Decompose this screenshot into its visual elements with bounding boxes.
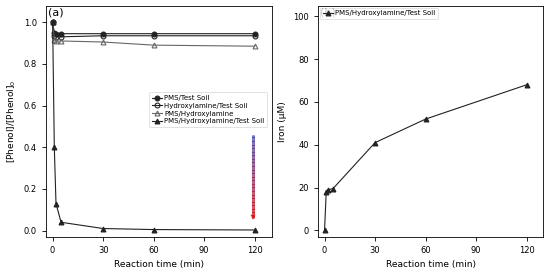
PMS/Hydroxylamine/Test Soil xyxy=(323,190,329,194)
Hydroxylamine/Test Soil xyxy=(51,34,58,37)
Hydroxylamine/Test Soil xyxy=(49,21,56,24)
X-axis label: Reaction time (min): Reaction time (min) xyxy=(114,260,204,270)
PMS/Test Soil xyxy=(251,32,258,35)
PMS/Hydroxylamine/Test Soil xyxy=(49,21,56,24)
PMS/Hydroxylamine/Test Soil xyxy=(53,202,59,205)
Text: (a): (a) xyxy=(48,8,64,18)
PMS/Hydroxylamine/Test Soil xyxy=(150,228,157,231)
Hydroxylamine/Test Soil xyxy=(251,34,258,37)
Line: PMS/Hydroxylamine/Test Soil: PMS/Hydroxylamine/Test Soil xyxy=(322,82,529,233)
PMS/Test Soil xyxy=(53,32,59,35)
PMS/Hydroxylamine xyxy=(251,45,258,48)
PMS/Hydroxylamine/Test Soil xyxy=(51,145,58,149)
PMS/Hydroxylamine/Test Soil xyxy=(523,83,530,86)
PMS/Hydroxylamine xyxy=(100,40,107,44)
PMS/Hydroxylamine xyxy=(150,43,157,47)
Legend: PMS/Hydroxylamine/Test Soil: PMS/Hydroxylamine/Test Soil xyxy=(320,8,438,19)
Hydroxylamine/Test Soil xyxy=(150,34,157,37)
PMS/Hydroxylamine xyxy=(53,39,59,43)
PMS/Hydroxylamine/Test Soil xyxy=(329,187,336,190)
X-axis label: Reaction time (min): Reaction time (min) xyxy=(385,260,475,270)
Y-axis label: [Phenol]/[Phenol]$_0$: [Phenol]/[Phenol]$_0$ xyxy=(5,79,18,163)
PMS/Hydroxylamine/Test Soil xyxy=(58,221,64,224)
PMS/Hydroxylamine/Test Soil xyxy=(372,141,378,144)
PMS/Hydroxylamine xyxy=(58,39,64,43)
Hydroxylamine/Test Soil xyxy=(58,35,64,39)
Hydroxylamine/Test Soil xyxy=(100,34,107,37)
PMS/Hydroxylamine/Test Soil xyxy=(324,188,331,191)
Line: PMS/Test Soil: PMS/Test Soil xyxy=(50,20,257,36)
Line: Hydroxylamine/Test Soil: Hydroxylamine/Test Soil xyxy=(50,20,257,39)
PMS/Hydroxylamine/Test Soil xyxy=(321,229,328,232)
PMS/Test Soil xyxy=(49,21,56,24)
PMS/Test Soil xyxy=(150,32,157,35)
Y-axis label: Iron (μM): Iron (μM) xyxy=(278,101,288,142)
Line: PMS/Hydroxylamine/Test Soil: PMS/Hydroxylamine/Test Soil xyxy=(50,20,257,232)
PMS/Hydroxylamine xyxy=(49,21,56,24)
PMS/Test Soil xyxy=(100,32,107,35)
PMS/Test Soil xyxy=(51,31,58,34)
Hydroxylamine/Test Soil xyxy=(53,35,59,39)
Text: (b): (b) xyxy=(320,8,336,18)
PMS/Hydroxylamine xyxy=(51,38,58,42)
Legend: PMS/Test Soil, Hydroxylamine/Test Soil, PMS/Hydroxylamine, PMS/Hydroxylamine/Tes: PMS/Test Soil, Hydroxylamine/Test Soil, … xyxy=(149,92,267,127)
PMS/Hydroxylamine/Test Soil xyxy=(100,227,107,230)
PMS/Hydroxylamine/Test Soil xyxy=(422,117,429,121)
PMS/Hydroxylamine/Test Soil xyxy=(251,228,258,232)
Line: PMS/Hydroxylamine: PMS/Hydroxylamine xyxy=(50,20,257,49)
PMS/Test Soil xyxy=(58,32,64,35)
